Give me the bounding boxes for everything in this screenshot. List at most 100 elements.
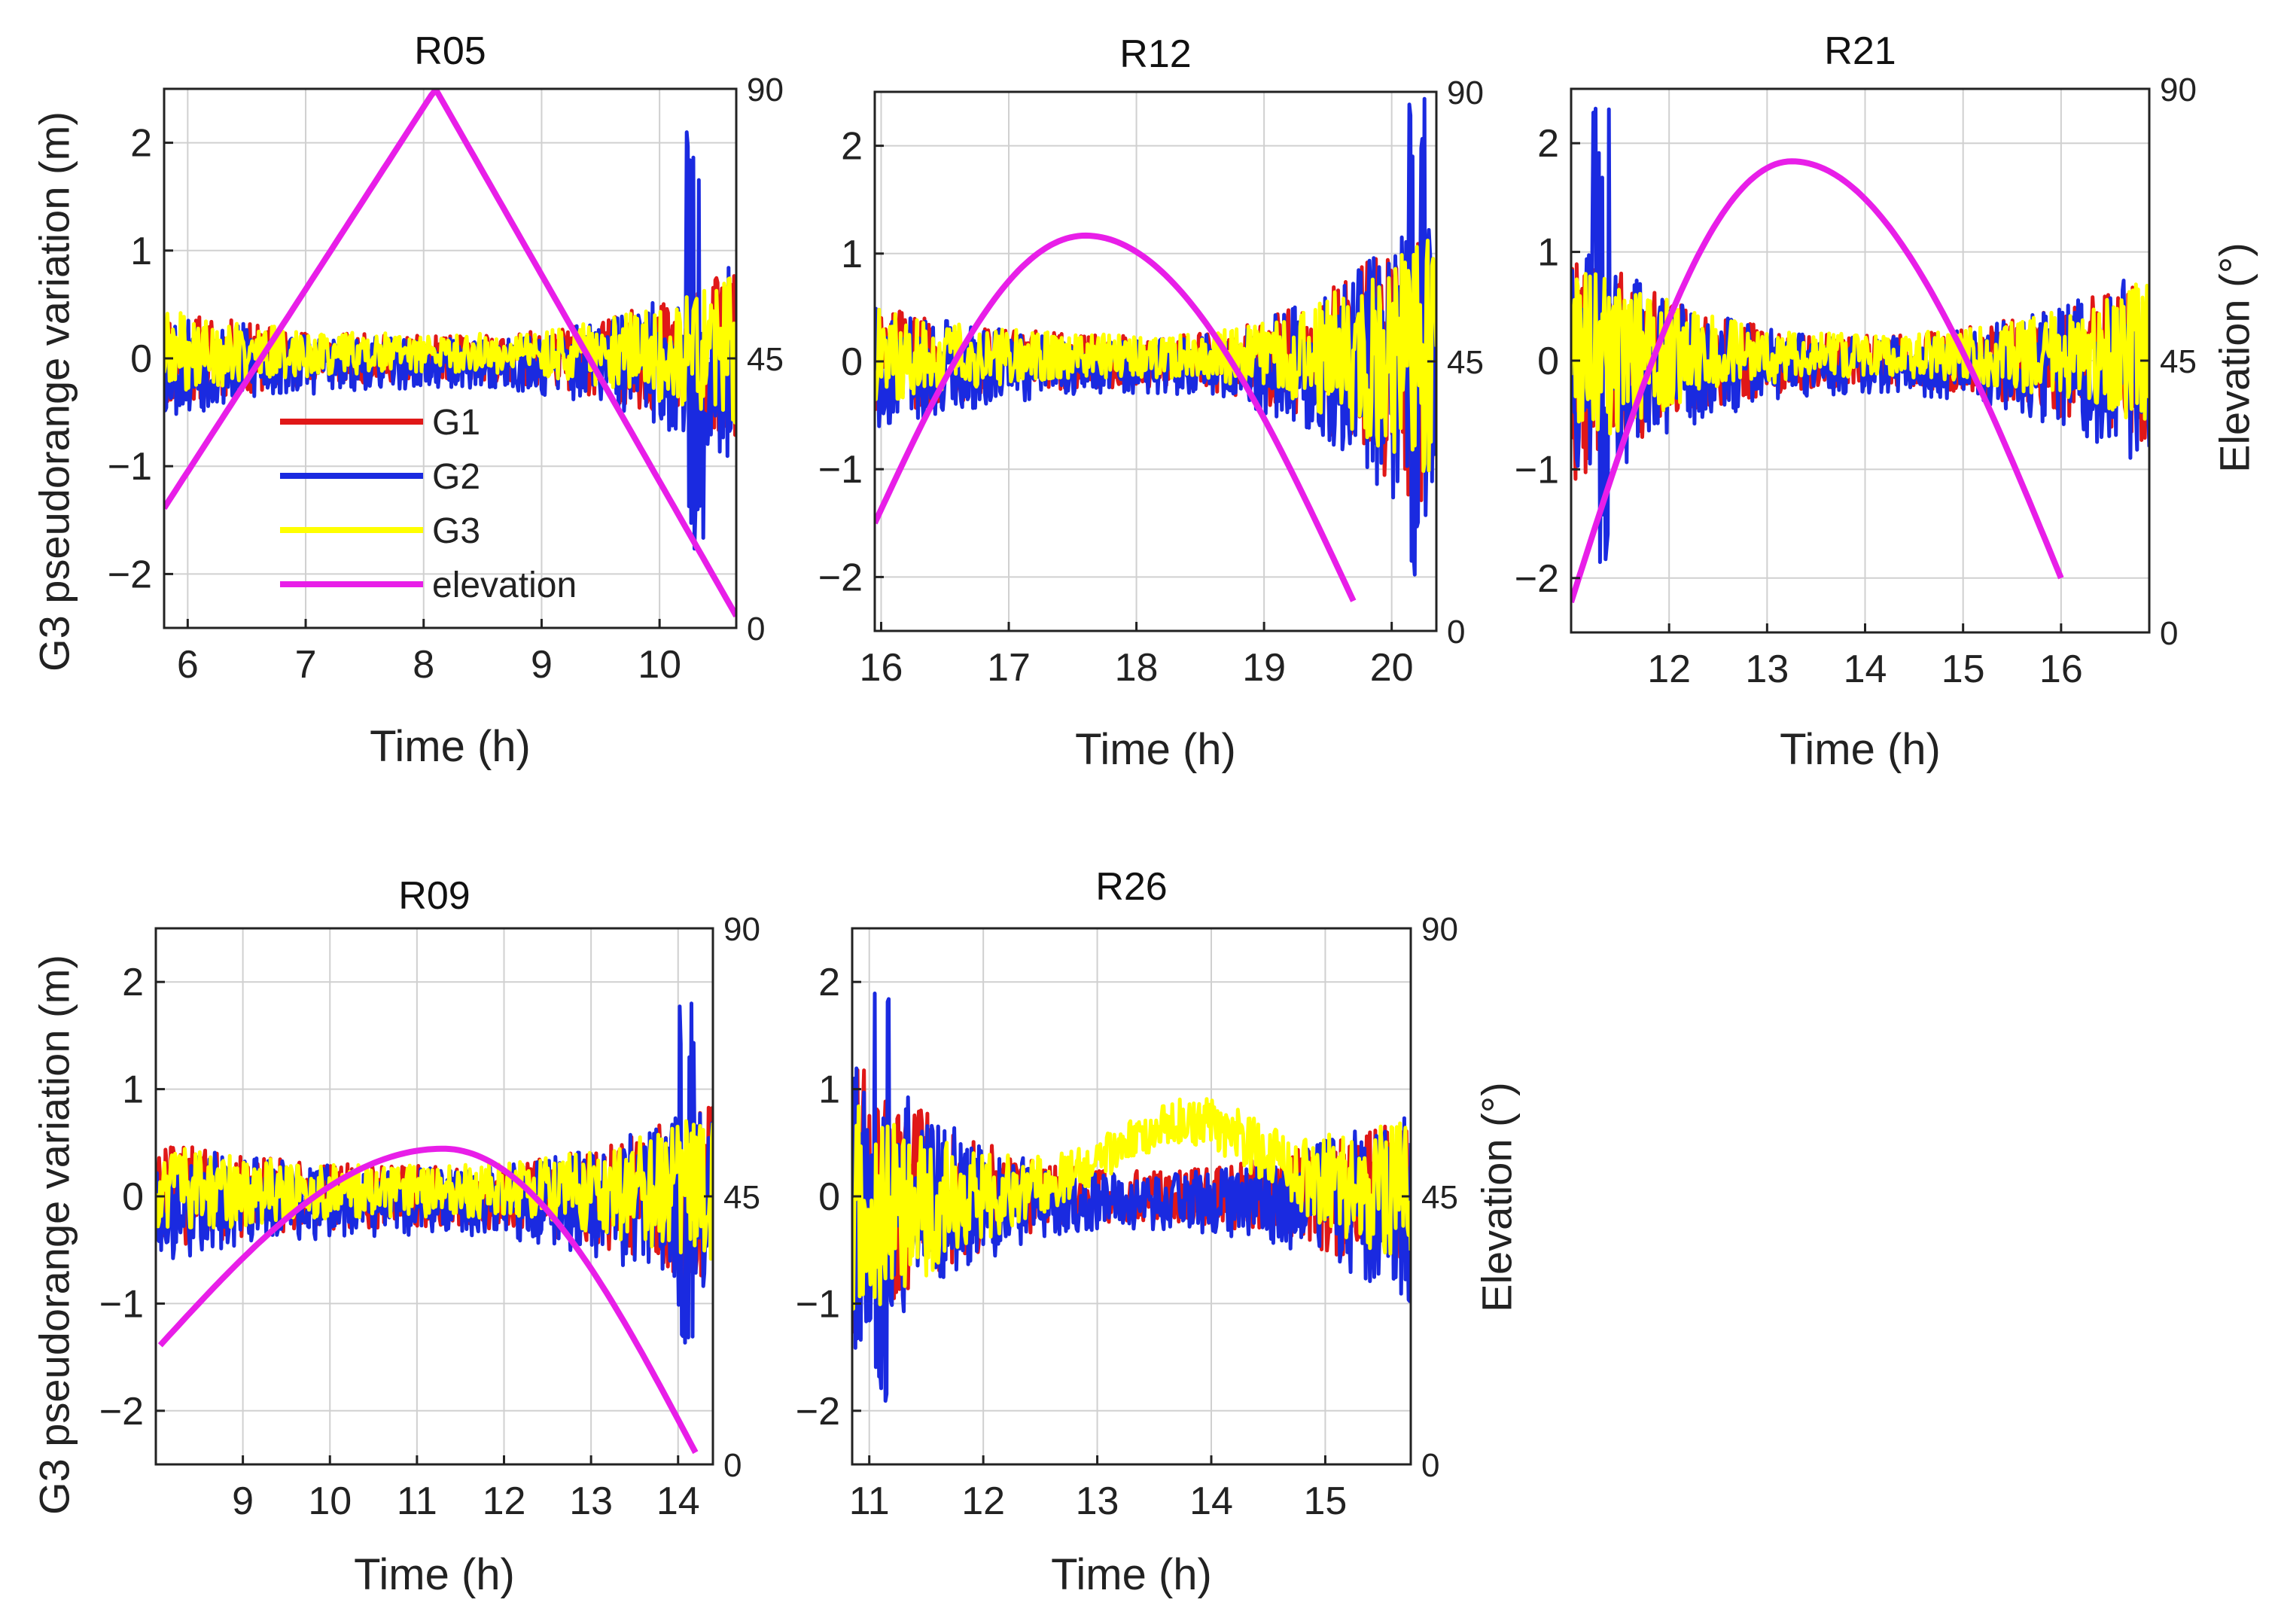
x-tick-label: 12: [483, 1479, 526, 1523]
panel-r21: R21 12 13 14 15 16 −2 −1 0 1 2 0 45 90 Time (h) Elev…: [0, 0, 2278, 798]
series-elevation: [1571, 158, 2064, 604]
panel-title: R05: [414, 29, 486, 73]
panel-title: R12: [1119, 32, 1192, 76]
y2-tick-label: 45: [2160, 343, 2197, 380]
x-tick-label: 16: [2039, 647, 2083, 691]
x-axis-label: Time (h): [370, 722, 531, 771]
x-tick-label: 15: [1941, 647, 1985, 691]
y2-tick-label: 90: [1421, 911, 1458, 948]
x-tick-label: 15: [1304, 1479, 1348, 1523]
y-tick-label: −2: [108, 553, 152, 596]
y-tick-label: 0: [130, 337, 152, 381]
x-tick-label: 10: [308, 1479, 352, 1523]
y-tick-label: 0: [818, 1175, 840, 1219]
y2-tick-label: 0: [747, 611, 765, 647]
x-tick-label: 17: [987, 646, 1031, 690]
x-tick-label: 14: [656, 1479, 700, 1523]
legend-label: G3: [432, 511, 480, 551]
y-tick-label: −1: [818, 448, 863, 492]
x-tick-label: 10: [638, 643, 681, 687]
panel-r05: R05 6 7 8 9 10 −2 −1 0 1 2 0 45 90 G1 G2 G3 elevation Ti…: [0, 0, 813, 798]
x-tick-label: 13: [569, 1479, 613, 1523]
x-tick-label: 9: [531, 643, 553, 687]
y-tick-label: 2: [1537, 122, 1559, 166]
y2-tick-label: 90: [723, 911, 760, 948]
x-tick-label: 8: [413, 643, 434, 687]
y-tick-label: 1: [122, 1068, 144, 1112]
y-tick-label: −1: [1515, 448, 1559, 492]
series-elevation: [157, 1145, 699, 1455]
x-tick-label: 11: [849, 1479, 890, 1523]
legend-label: elevation: [432, 565, 577, 605]
x-tick-label: 20: [1370, 646, 1414, 690]
x-tick-label: 7: [295, 643, 317, 687]
y-tick-label: 1: [1537, 231, 1559, 275]
y-tick-label: −1: [99, 1282, 144, 1326]
panel-r09: R09 9 10 11 12 13 14 −2 −1 0 1 2 0 45 90 Time (h) G3 …: [0, 0, 813, 1624]
x-tick-label: 14: [1189, 1479, 1233, 1523]
y-tick-label: 2: [122, 961, 144, 1004]
y2-tick-label: 45: [1421, 1179, 1458, 1216]
y2-tick-label: 0: [1447, 614, 1465, 651]
x-tick-label: 19: [1242, 646, 1286, 690]
y2-tick-label: 45: [1447, 344, 1484, 381]
panel-r26: R26 11 12 13 14 15 −2 −1 0 1 2 0 45 90 Time (h) Elev…: [796, 865, 1521, 1599]
series-g3: [156, 1119, 713, 1261]
x-tick-label: 12: [1647, 647, 1691, 691]
y-tick-label: 1: [841, 233, 863, 276]
y-tick-label: 2: [130, 122, 152, 166]
y-tick-label: 1: [130, 230, 152, 273]
y-tick-label: −2: [796, 1390, 840, 1434]
x-axis-label: Time (h): [1075, 725, 1236, 774]
legend: G1 G2 G3 elevation: [280, 403, 577, 605]
x-axis-label: Time (h): [354, 1550, 515, 1599]
y2-tick-label: 90: [1447, 75, 1484, 111]
x-tick-label: 14: [1844, 647, 1887, 691]
y2-axis-label: Elevation (°): [1472, 1082, 1521, 1312]
series-elevation: [164, 89, 736, 618]
y2-tick-label: 0: [2160, 615, 2178, 652]
x-tick-label: 6: [177, 643, 199, 687]
y-tick-label: −1: [796, 1282, 840, 1326]
y2-tick-label: 90: [2160, 72, 2197, 108]
y-tick-label: 1: [818, 1068, 840, 1112]
x-axis-label: Time (h): [1051, 1550, 1212, 1599]
y-tick-label: −1: [108, 445, 152, 489]
y-tick-label: 0: [122, 1175, 144, 1219]
x-tick-label: 11: [397, 1479, 437, 1523]
y-tick-label: 2: [841, 125, 863, 169]
panel-r12: R12 16 17 18 19 20 −2 −1 0 1 2 0 45 90 Time (h): [0, 0, 1506, 798]
y2-tick-label: 45: [747, 341, 784, 378]
y2-tick-label: 90: [747, 72, 784, 108]
series-g2: [1571, 106, 2149, 565]
y-tick-label: 2: [818, 961, 840, 1004]
y2-axis-label: Elevation (°): [2210, 242, 2258, 473]
legend-label: G1: [432, 403, 480, 443]
x-tick-label: 13: [1745, 647, 1789, 691]
y2-tick-label: 45: [723, 1179, 760, 1216]
y2-tick-label: 0: [1421, 1447, 1439, 1484]
x-tick-label: 13: [1076, 1479, 1119, 1523]
series-g3: [875, 239, 1436, 474]
panel-title: R09: [398, 874, 471, 918]
y2-tick-label: 0: [723, 1447, 742, 1484]
x-axis-label: Time (h): [1780, 725, 1941, 774]
x-tick-label: 9: [232, 1479, 254, 1523]
y-tick-label: 0: [841, 340, 863, 384]
series-elevation: [875, 232, 1357, 602]
x-tick-label: 18: [1115, 646, 1159, 690]
panel-title: R26: [1095, 865, 1168, 909]
legend-label: G2: [432, 457, 480, 497]
y-tick-label: −2: [99, 1390, 144, 1434]
x-tick-label: 16: [860, 646, 903, 690]
y-tick-label: −2: [818, 556, 863, 599]
panel-title: R21: [1824, 29, 1896, 73]
x-tick-label: 12: [961, 1479, 1005, 1523]
y-tick-label: −2: [1515, 557, 1559, 601]
series-g3: [1571, 272, 2149, 436]
